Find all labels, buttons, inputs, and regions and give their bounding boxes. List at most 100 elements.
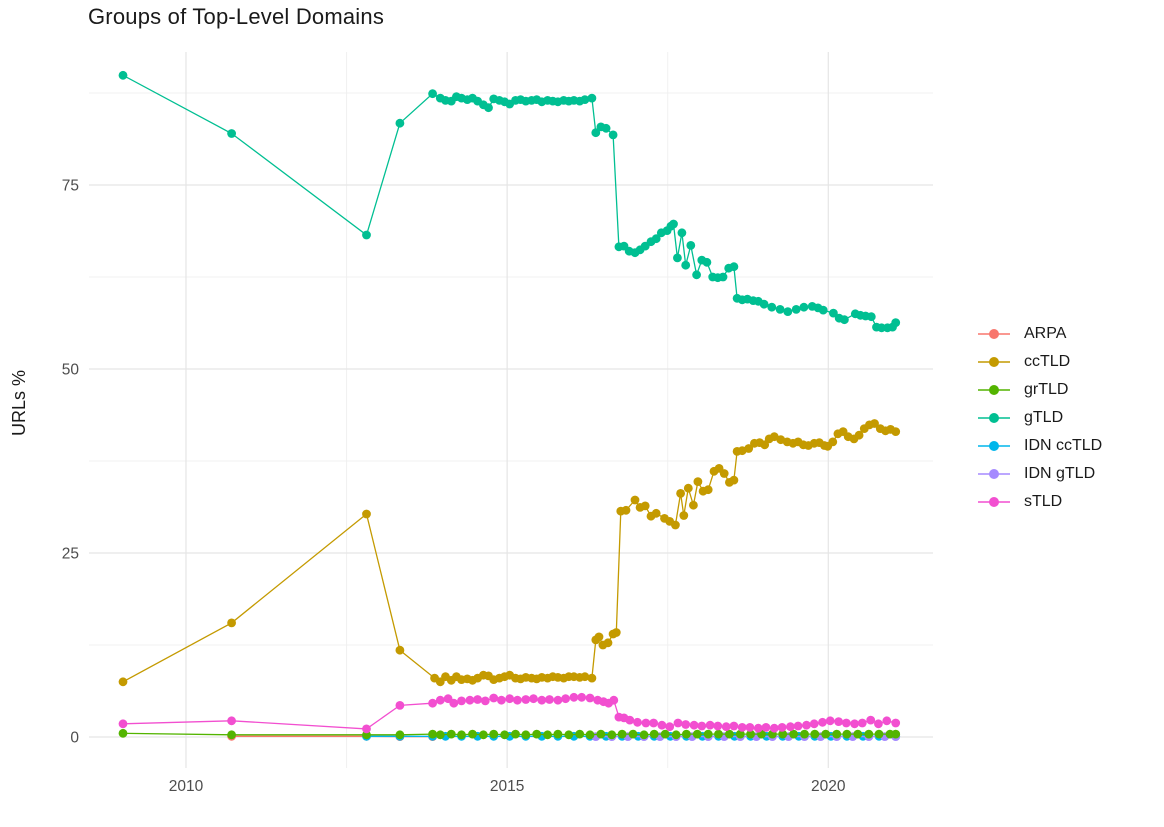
data-point	[362, 230, 371, 240]
data-point	[611, 628, 621, 637]
data-point	[449, 698, 459, 708]
data-point	[799, 302, 809, 312]
data-point	[673, 253, 682, 263]
data-point	[497, 695, 506, 705]
data-point	[489, 693, 499, 703]
legend-key-icon	[978, 329, 1010, 339]
data-point	[609, 695, 619, 705]
data-point	[769, 723, 779, 733]
data-point	[607, 730, 617, 740]
data-point	[778, 729, 788, 739]
data-point	[882, 716, 892, 726]
data-point	[594, 632, 604, 642]
data-point	[692, 270, 701, 280]
data-point	[697, 721, 707, 731]
legend-label: sTLD	[1024, 493, 1063, 510]
data-point	[649, 729, 659, 739]
data-point	[744, 444, 754, 453]
data-point	[725, 729, 734, 739]
data-point	[561, 694, 570, 704]
legend-label: ccTLD	[1024, 353, 1071, 370]
data-point	[673, 718, 683, 728]
data-point	[676, 489, 685, 498]
data-point	[639, 730, 649, 740]
data-point	[591, 128, 601, 138]
data-point	[513, 695, 522, 705]
data-point	[829, 308, 838, 318]
legend-key-icon	[978, 357, 1010, 367]
data-point	[689, 720, 699, 730]
data-point	[737, 723, 747, 732]
data-point	[641, 718, 651, 728]
data-point	[800, 729, 809, 739]
legend-key-dot	[989, 469, 999, 479]
legend-key-dot	[989, 497, 999, 507]
data-point	[446, 729, 456, 739]
data-point	[810, 729, 820, 739]
data-point	[529, 694, 538, 704]
data-point	[603, 638, 613, 648]
legend-label: gTLD	[1024, 409, 1064, 426]
legend-key-dot	[989, 385, 999, 395]
data-point	[866, 312, 876, 322]
x-tick-label: 2010	[169, 778, 204, 795]
data-point	[832, 729, 842, 739]
data-point	[866, 715, 876, 725]
legend-key-icon	[978, 413, 1010, 423]
data-point	[705, 720, 715, 730]
data-point	[891, 318, 901, 327]
data-point	[564, 730, 574, 740]
data-point	[786, 722, 795, 732]
chart-title: Groups of Top-Level Domains	[88, 4, 385, 29]
data-point	[227, 618, 237, 628]
data-point	[821, 729, 831, 739]
x-tick-label: 2015	[490, 778, 524, 795]
data-point	[532, 729, 542, 739]
data-point	[729, 262, 739, 272]
data-point	[521, 695, 531, 704]
data-point	[500, 730, 509, 740]
data-point	[703, 485, 713, 495]
data-point	[718, 272, 728, 282]
data-point	[489, 729, 499, 739]
data-point	[864, 729, 874, 739]
data-point	[577, 692, 587, 702]
data-point	[596, 729, 606, 739]
data-point	[457, 730, 466, 740]
data-point	[842, 729, 852, 739]
data-point	[362, 724, 371, 734]
data-point	[841, 718, 851, 728]
data-point	[630, 495, 640, 505]
data-point	[713, 721, 723, 731]
data-point	[118, 719, 128, 729]
data-point	[759, 299, 769, 309]
data-point	[580, 672, 590, 682]
data-point	[791, 305, 801, 314]
data-point	[671, 520, 680, 530]
data-point	[537, 695, 547, 705]
data-point	[585, 730, 595, 740]
legend-label: grTLD	[1024, 381, 1069, 398]
data-point	[689, 500, 698, 510]
series-gTLD	[118, 70, 901, 333]
data-point	[681, 720, 691, 729]
legend-item-IDN-ccTLD: IDN ccTLD	[976, 432, 1102, 460]
data-point	[505, 694, 515, 704]
data-point	[703, 729, 713, 739]
legend-label: IDN gTLD	[1024, 465, 1096, 482]
legend-key-dot	[989, 357, 999, 367]
data-point	[857, 718, 867, 728]
data-point	[683, 483, 693, 493]
data-point	[874, 729, 884, 739]
data-point	[745, 723, 755, 732]
data-point	[679, 511, 689, 520]
data-point	[793, 721, 803, 731]
data-point	[118, 70, 128, 80]
data-point	[874, 719, 883, 729]
data-point	[118, 677, 128, 687]
series-ccTLD	[118, 419, 901, 687]
data-point	[395, 701, 405, 710]
legend-item-gTLD: gTLD	[976, 404, 1102, 432]
